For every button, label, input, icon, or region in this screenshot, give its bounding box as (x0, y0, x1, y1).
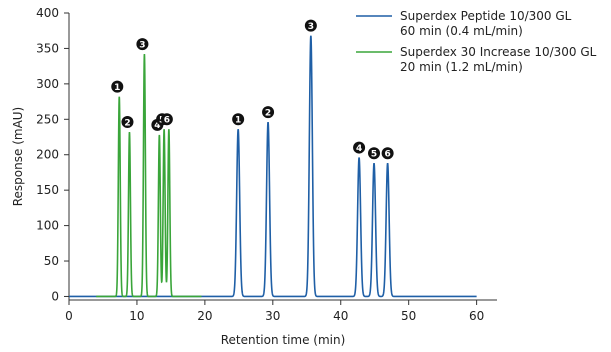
peak-marker: 2 (121, 116, 134, 129)
x-tick-label: 20 (197, 309, 212, 323)
peak-marker-label: 4 (356, 144, 362, 154)
x-tick-label: 40 (333, 309, 348, 323)
legend-label: Superdex 30 Increase 10/300 GL (400, 45, 597, 59)
y-tick-label: 100 (36, 219, 59, 233)
legend-label: Superdex Peptide 10/300 GL (400, 9, 572, 23)
y-tick-label: 300 (36, 77, 59, 91)
series-lines (69, 35, 477, 298)
peak-marker-circle (304, 19, 317, 32)
y-tick-label: 200 (36, 148, 59, 162)
peak-marker-label: 1 (235, 116, 241, 126)
peak-marker-circle (160, 113, 173, 126)
peak-marker-circle (121, 116, 134, 129)
peak-marker-label: 3 (308, 22, 314, 32)
x-tick-label: 10 (129, 309, 144, 323)
legend-label-detail: 20 min (1.2 mL/min) (400, 60, 523, 74)
peak-marker-label: 4 (154, 121, 160, 131)
peak-marker-label: 6 (384, 150, 390, 160)
peak-marker-circle (136, 38, 149, 51)
y-tick-label: 150 (36, 183, 59, 197)
legend-label-detail: 60 min (0.4 mL/min) (400, 24, 523, 38)
y-tick-label: 350 (36, 41, 59, 55)
peak-markers: 123456123456 (111, 19, 394, 160)
peak-marker: 4 (353, 141, 366, 154)
peak-marker: 2 (262, 106, 275, 119)
peak-marker-circle (353, 141, 366, 154)
y-tick-label: 0 (51, 289, 59, 303)
x-tick-label: 0 (65, 309, 73, 323)
peak-marker: 3 (304, 19, 317, 32)
peak-marker-label: 1 (114, 83, 120, 93)
peak-marker-label: 3 (139, 40, 145, 50)
peak-marker-circle (381, 147, 394, 160)
peak-marker-circle (262, 106, 275, 119)
peak-marker: 3 (136, 38, 149, 51)
x-tick-label: 30 (265, 309, 280, 323)
x-tick-label: 50 (401, 309, 416, 323)
peak-marker: 6 (160, 113, 173, 126)
series-line-superdex-30-increase (96, 54, 202, 298)
peak-marker-circle (232, 113, 245, 126)
peak-marker: 5 (368, 147, 381, 160)
peak-marker: 1 (232, 113, 245, 126)
peak-marker: 1 (111, 80, 124, 93)
peak-marker-circle (368, 147, 381, 160)
peak-marker-label: 2 (124, 118, 130, 128)
peak-marker-label: 2 (265, 108, 271, 118)
peak-marker-label: 6 (164, 116, 170, 126)
axes: 0 50 100 150 200 250 300 350 400 0 10 20 30 40 50 60 (36, 6, 497, 323)
x-axis-title: Retention time (min) (221, 333, 346, 347)
peak-marker-label: 5 (371, 150, 377, 160)
peak-marker: 6 (381, 147, 394, 160)
y-tick-label: 400 (36, 6, 59, 20)
y-tick-label: 250 (36, 112, 59, 126)
peak-marker-circle (111, 80, 124, 93)
y-axis-title: Response (mAU) (11, 107, 25, 207)
y-tick-label: 50 (44, 254, 59, 268)
x-tick-label: 60 (469, 309, 484, 323)
